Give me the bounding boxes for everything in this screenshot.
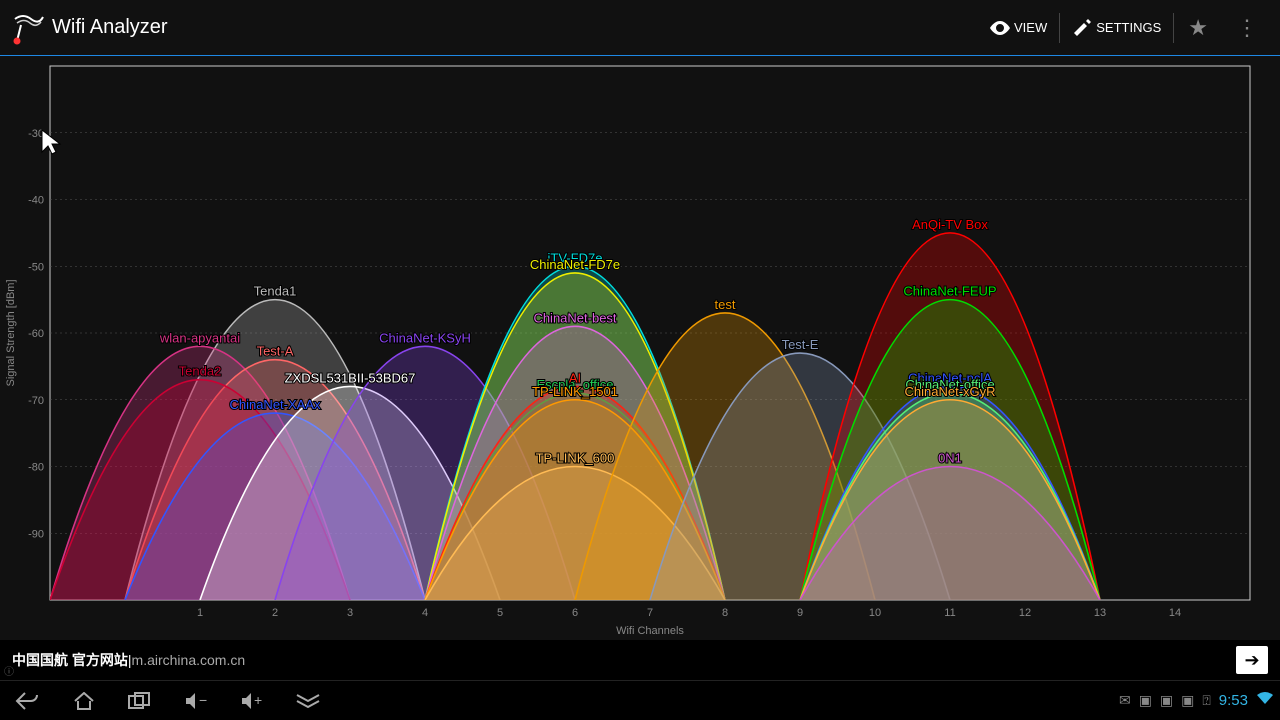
clock: 9:53: [1219, 692, 1248, 709]
view-label: VIEW: [1014, 20, 1047, 35]
svg-text:2: 2: [272, 607, 278, 619]
svg-text:+: +: [254, 692, 262, 708]
svg-text:TP-LINK_600: TP-LINK_600: [536, 451, 615, 466]
svg-text:-40: -40: [28, 195, 44, 207]
svg-text:14: 14: [1169, 607, 1181, 619]
expand-button[interactable]: [280, 693, 336, 709]
svg-text:Signal Strength [dBm]: Signal Strength [dBm]: [5, 279, 17, 386]
svg-text:Test-A: Test-A: [257, 344, 294, 359]
svg-text:5: 5: [497, 607, 503, 619]
svg-text:8: 8: [722, 607, 728, 619]
ad-banner[interactable]: ⓘ 中国国航 官方网站 | m.airchina.com.cn ➔: [0, 640, 1280, 680]
svg-text:TP-LINK_1501: TP-LINK_1501: [532, 384, 618, 399]
app-logo-icon: [8, 8, 48, 48]
system-navbar: − + ✉ ▣ ▣ ▣ ⍰ 9:53: [0, 680, 1280, 720]
recents-button[interactable]: [112, 692, 168, 710]
tray-icon: ▣: [1181, 692, 1194, 709]
svg-text:-60: -60: [28, 328, 44, 340]
tray-icon: ✉: [1119, 692, 1131, 709]
app-title: Wifi Analyzer: [52, 16, 168, 39]
volume-down-button[interactable]: −: [168, 692, 224, 710]
app-bar: Wifi Analyzer VIEW SETTINGS ★ ⋮: [0, 0, 1280, 56]
tray-icon: ▣: [1160, 692, 1173, 709]
svg-text:Tenda2: Tenda2: [179, 364, 222, 379]
svg-text:6: 6: [572, 607, 578, 619]
ad-url: m.airchina.com.cn: [132, 652, 246, 668]
ad-text: 中国国航 官方网站: [12, 650, 128, 670]
overflow-menu-button[interactable]: ⋮: [1222, 15, 1272, 41]
svg-text:ChinaNet-xGyR: ChinaNet-xGyR: [904, 384, 995, 399]
svg-text:AnQi-TV Box: AnQi-TV Box: [912, 217, 988, 232]
svg-text:ChinaNet-best: ChinaNet-best: [533, 310, 616, 325]
back-button[interactable]: [0, 692, 56, 710]
view-button[interactable]: VIEW: [978, 0, 1059, 56]
status-tray[interactable]: ✉ ▣ ▣ ▣ ⍰ 9:53: [1119, 691, 1280, 710]
svg-text:test: test: [715, 297, 736, 312]
svg-text:11: 11: [944, 607, 955, 619]
svg-text:7: 7: [647, 607, 653, 619]
svg-text:Wifi Channels: Wifi Channels: [616, 625, 684, 637]
ad-arrow-button[interactable]: ➔: [1236, 646, 1268, 674]
svg-text:-90: -90: [28, 528, 44, 540]
svg-text:10: 10: [869, 607, 881, 619]
svg-text:3: 3: [347, 607, 353, 619]
svg-text:9: 9: [797, 607, 803, 619]
svg-text:13: 13: [1094, 607, 1106, 619]
tray-icon: ⍰: [1202, 692, 1210, 709]
tray-icon: ▣: [1139, 692, 1152, 709]
svg-text:ChinaNet-FD7e: ChinaNet-FD7e: [530, 257, 620, 272]
svg-text:-50: -50: [28, 261, 44, 273]
svg-text:-80: -80: [28, 462, 44, 474]
svg-text:ZXDSL531BII-53BD67: ZXDSL531BII-53BD67: [285, 370, 416, 385]
wifi-channel-chart: -30-40-50-60-70-80-901234567891011121314…: [0, 56, 1280, 640]
svg-text:-30: -30: [28, 128, 44, 140]
svg-text:wlan-apyantai: wlan-apyantai: [159, 330, 240, 345]
svg-text:−: −: [199, 692, 207, 708]
home-button[interactable]: [56, 692, 112, 710]
svg-text:ChinaNet-KSyH: ChinaNet-KSyH: [379, 330, 471, 345]
wifi-icon: [1256, 691, 1274, 710]
svg-text:ChinaNet-XAAx: ChinaNet-XAAx: [229, 397, 321, 412]
svg-text:Test-E: Test-E: [782, 337, 819, 352]
svg-text:Tenda1: Tenda1: [254, 284, 297, 299]
svg-text:12: 12: [1019, 607, 1031, 619]
svg-text:4: 4: [422, 607, 428, 619]
svg-text:ChinaNet-FEUP: ChinaNet-FEUP: [903, 284, 996, 299]
volume-up-button[interactable]: +: [224, 692, 280, 710]
settings-label: SETTINGS: [1096, 20, 1161, 35]
favorite-button[interactable]: ★: [1174, 15, 1222, 41]
ad-info-icon: ⓘ: [4, 663, 14, 678]
chart-area: -30-40-50-60-70-80-901234567891011121314…: [0, 56, 1280, 640]
svg-text:-70: -70: [28, 395, 44, 407]
svg-text:1: 1: [197, 607, 203, 619]
settings-button[interactable]: SETTINGS: [1060, 0, 1173, 56]
svg-text:0N1: 0N1: [938, 451, 962, 466]
